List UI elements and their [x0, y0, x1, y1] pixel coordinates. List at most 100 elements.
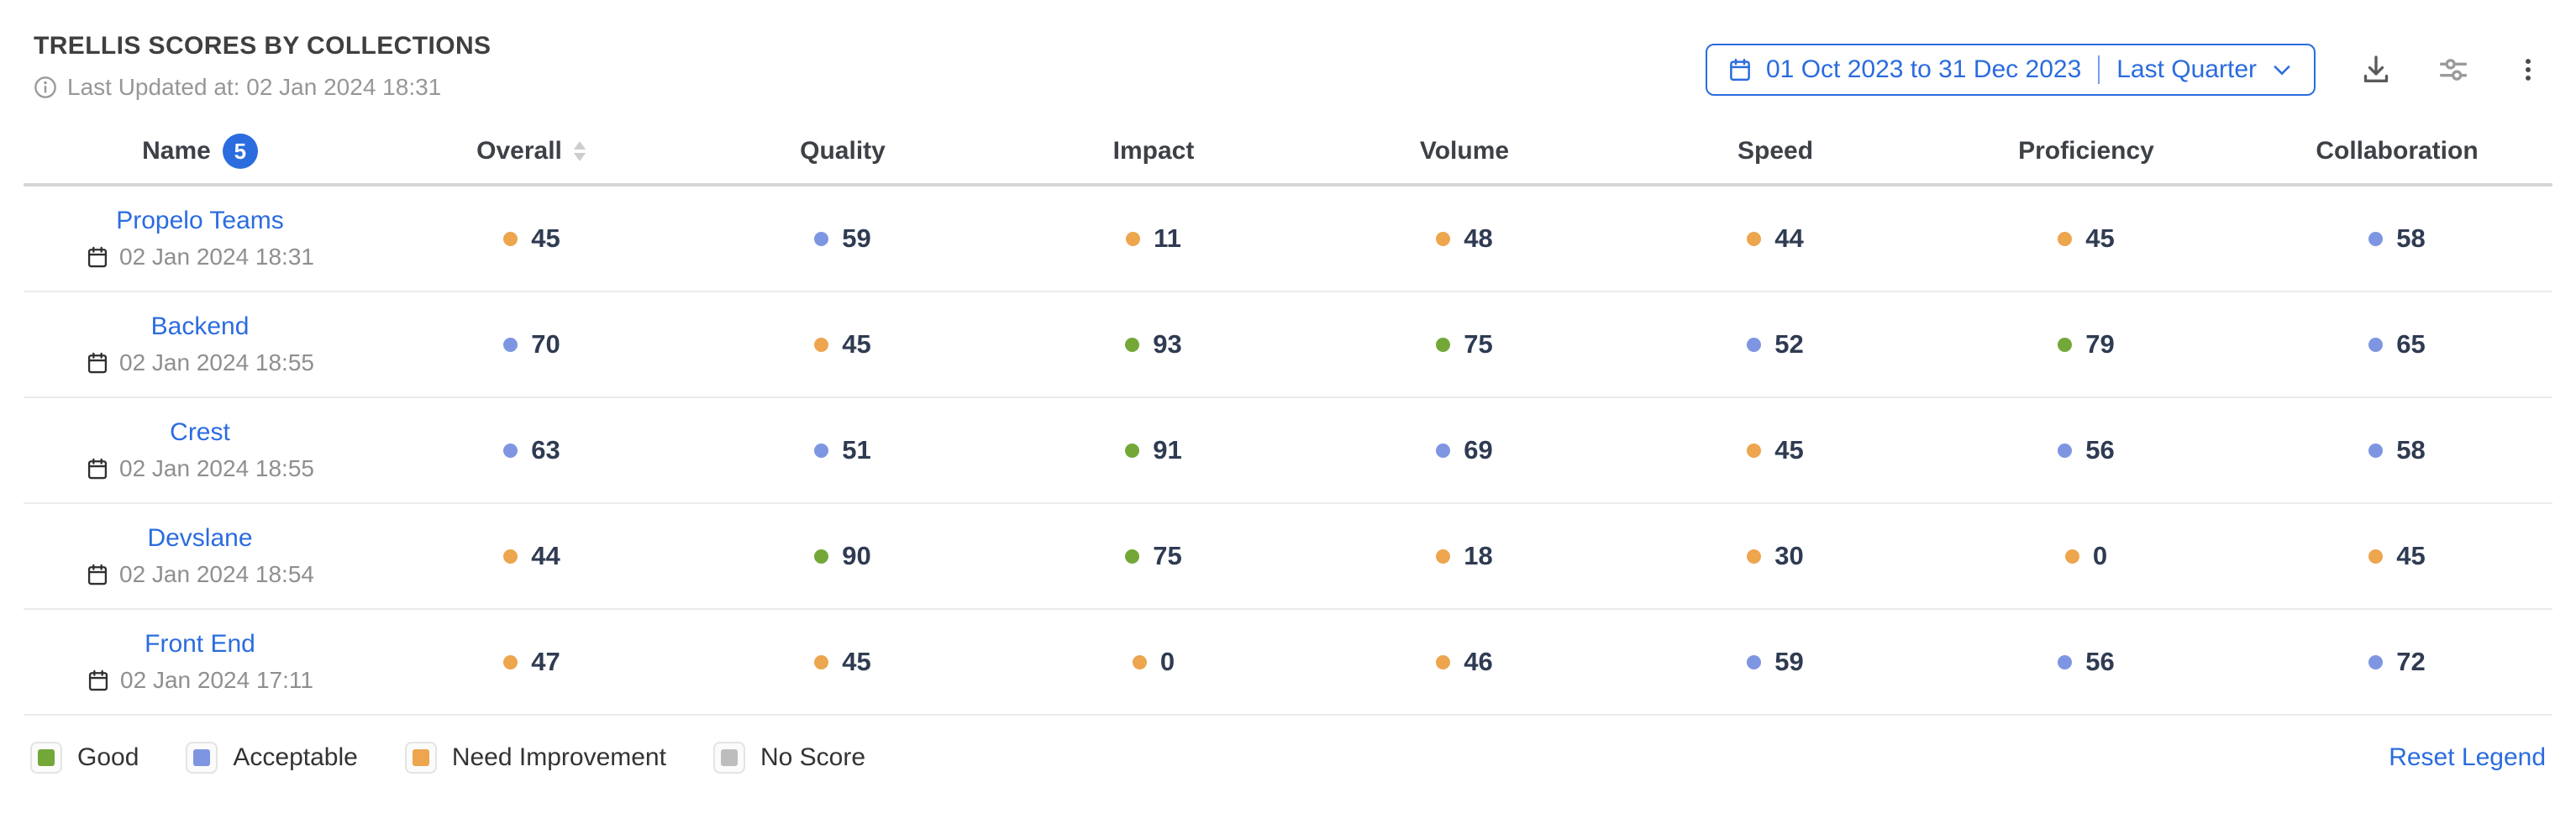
legend-item-need_improvement[interactable]: Need Improvement [404, 742, 666, 774]
score-cell-volume: 75 [1309, 329, 1620, 360]
score-dot [2368, 654, 2384, 669]
kebab-menu-icon [2526, 59, 2531, 81]
score-cell-volume: 69 [1309, 435, 1620, 465]
settings-button[interactable] [2437, 53, 2470, 87]
legend-item-no_score[interactable]: No Score [712, 742, 866, 774]
score-dot [1126, 231, 1141, 246]
score-dot [503, 654, 518, 669]
score-dot [814, 231, 829, 246]
legend-swatch [712, 742, 745, 774]
divider [2098, 55, 2100, 84]
score-value: 65 [2396, 329, 2426, 359]
score-dot [2058, 654, 2073, 669]
chevron-down-icon [2274, 66, 2290, 76]
score-cell-quality: 45 [687, 329, 998, 360]
score-cell-quality: 90 [687, 541, 998, 571]
score-value: 47 [531, 647, 560, 676]
score-dot [2368, 337, 2384, 352]
more-button[interactable] [2514, 53, 2542, 87]
score-dot [814, 549, 829, 564]
score-dot [2064, 549, 2079, 564]
score-dot [1747, 443, 1762, 458]
legend-label: Acceptable [233, 743, 358, 771]
column-label: Overall [476, 137, 562, 165]
score-value: 45 [1774, 435, 1804, 465]
updated-text: 02 Jan 2024 17:11 [120, 667, 313, 693]
score-value: 0 [1159, 647, 1175, 676]
legend-swatch [30, 742, 62, 774]
column-header-collaboration: Collaboration [2316, 137, 2479, 165]
score-value: 91 [1153, 435, 1182, 465]
score-value: 93 [1153, 329, 1182, 359]
calendar-icon [1730, 58, 1750, 81]
table-body: Propelo Teams 02 Jan 2024 18:31 45 59 11 48 4… [24, 186, 2552, 716]
legend-items: Good Acceptable Need Improvement No Score [30, 742, 865, 774]
score-dot [814, 654, 829, 669]
collection-updated: 02 Jan 2024 18:55 [86, 349, 314, 376]
widget-title: TRELLIS SCORES BY COLLECTIONS [34, 32, 492, 60]
date-range-text: 01 Oct 2023 to 31 Dec 2023 [1765, 55, 2082, 83]
download-button[interactable] [2359, 53, 2393, 87]
sort-icon [572, 140, 587, 162]
name-cell: Propelo Teams 02 Jan 2024 18:31 [24, 207, 376, 270]
name-cell: Backend 02 Jan 2024 18:55 [24, 312, 376, 376]
column-label: Name [142, 137, 211, 165]
score-cell-volume: 18 [1309, 541, 1620, 571]
legend-swatch [404, 742, 437, 774]
score-cell-speed: 44 [1620, 223, 1931, 254]
legend-bar: Good Acceptable Need Improvement No Score R… [24, 716, 2552, 800]
column-header-overall[interactable]: Overall [376, 137, 687, 165]
table-row: Devslane 02 Jan 2024 18:54 44 90 75 18 30 0 45 [24, 504, 2552, 610]
score-value: 75 [1153, 541, 1182, 570]
score-dot [1436, 231, 1451, 246]
score-value: 70 [531, 329, 560, 359]
collection-link[interactable]: Propelo Teams [116, 207, 284, 234]
score-cell-volume: 46 [1309, 647, 1620, 677]
score-cell-quality: 51 [687, 435, 998, 465]
score-value: 69 [1464, 435, 1493, 465]
score-cell-volume: 48 [1309, 223, 1620, 254]
score-dot [1747, 231, 1762, 246]
collection-link[interactable]: Front End [145, 630, 255, 658]
score-dot [1132, 654, 1147, 669]
score-dot [1436, 654, 1451, 669]
score-cell-collaboration: 58 [2242, 223, 2552, 254]
score-dot [2368, 549, 2384, 564]
download-icon [2363, 55, 2389, 83]
score-cell-overall: 47 [376, 647, 687, 677]
score-cell-collaboration: 72 [2242, 647, 2552, 677]
score-cell-overall: 44 [376, 541, 687, 571]
score-dot [2058, 443, 2073, 458]
collection-updated: 02 Jan 2024 17:11 [87, 667, 313, 694]
legend-item-good[interactable]: Good [30, 742, 139, 774]
calendar-icon [87, 564, 108, 585]
legend-item-acceptable[interactable]: Acceptable [186, 742, 358, 774]
score-value: 45 [531, 223, 560, 253]
reset-legend-link[interactable]: Reset Legend [2389, 743, 2546, 771]
column-header-impact: Impact [1112, 137, 1195, 165]
table-row: Propelo Teams 02 Jan 2024 18:31 45 59 11 48 4… [24, 186, 2552, 292]
calendar-icon [88, 669, 108, 691]
score-dot [503, 443, 518, 458]
score-dot [1747, 337, 1762, 352]
updated-text: 02 Jan 2024 18:54 [119, 561, 314, 587]
score-value: 30 [1774, 541, 1804, 570]
collection-link[interactable]: Crest [170, 418, 230, 446]
updated-text: 02 Jan 2024 18:31 [119, 244, 314, 270]
score-dot [1747, 549, 1762, 564]
collection-updated: 02 Jan 2024 18:54 [86, 561, 314, 588]
score-dot [1436, 443, 1451, 458]
score-value: 59 [842, 223, 871, 253]
score-dot [814, 443, 829, 458]
collection-updated: 02 Jan 2024 18:31 [86, 244, 314, 270]
table-row: Crest 02 Jan 2024 18:55 63 51 91 69 45 56 58 [24, 398, 2552, 504]
score-value: 18 [1464, 541, 1493, 570]
date-range-button[interactable]: 01 Oct 2023 to 31 Dec 2023 Last Quarter [1705, 44, 2316, 96]
score-dot [503, 549, 518, 564]
collection-link[interactable]: Backend [150, 312, 250, 340]
legend-label: No Score [760, 743, 866, 771]
collection-link[interactable]: Devslane [147, 524, 253, 552]
score-cell-overall: 70 [376, 329, 687, 360]
score-value: 51 [842, 435, 871, 465]
score-cell-impact: 0 [998, 647, 1309, 677]
